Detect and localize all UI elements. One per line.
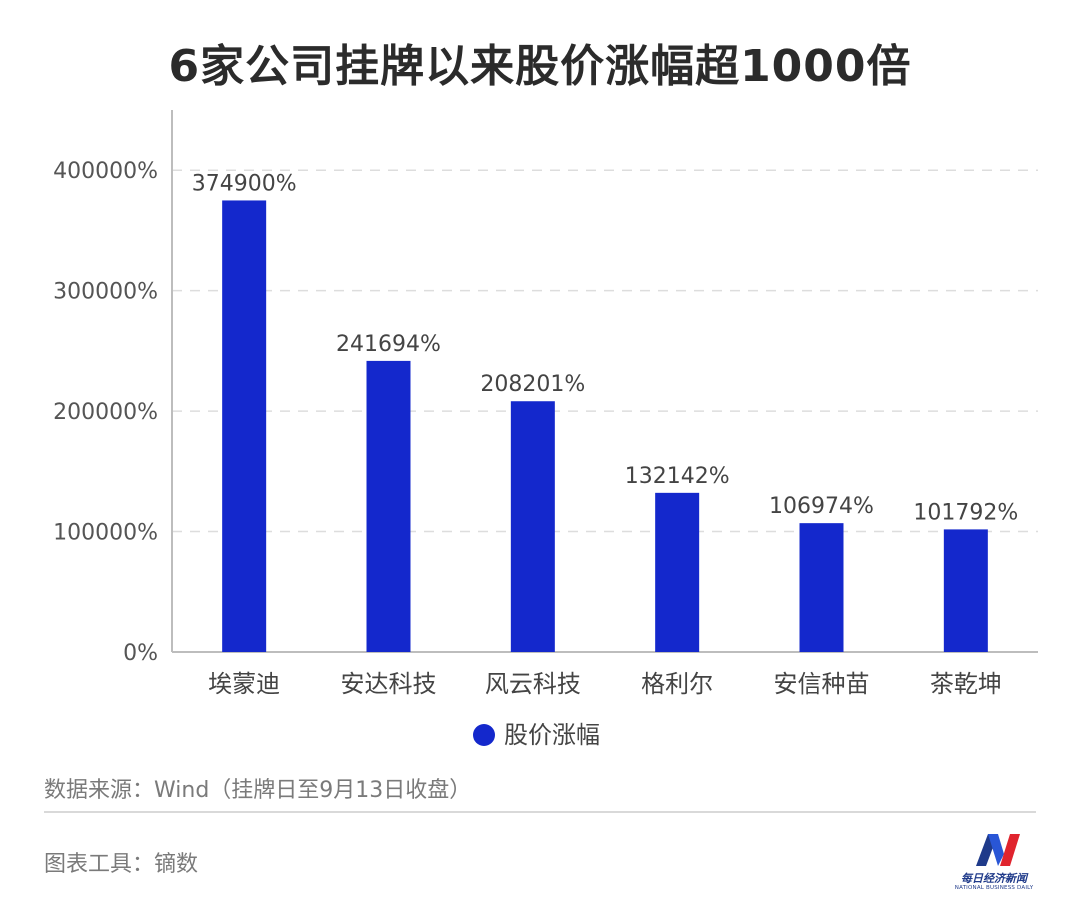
data-source-note: 数据来源：Wind（挂牌日至9月13日收盘） <box>44 778 472 803</box>
bar <box>943 529 988 652</box>
y-tick-label: 200000% <box>53 400 158 425</box>
data-label: 101792% <box>913 500 1018 525</box>
footer-divider <box>44 811 1036 813</box>
data-label: 106974% <box>769 494 874 519</box>
publisher-logo-icon <box>976 834 1020 866</box>
chart-tool-note: 图表工具：镝数 <box>44 852 199 877</box>
data-label: 241694% <box>336 332 441 357</box>
bar <box>366 360 411 652</box>
bar <box>799 523 844 652</box>
legend-marker <box>473 724 495 746</box>
x-tick-label: 安信种苗 <box>774 670 870 698</box>
y-tick-label: 300000% <box>53 280 158 305</box>
bar <box>222 200 267 652</box>
x-tick-label: 茶乾坤 <box>930 670 1002 698</box>
publisher-logo-name: 每日经济新闻 <box>961 872 1027 885</box>
x-tick-label: 格利尔 <box>641 670 713 698</box>
bar <box>655 492 700 652</box>
x-tick-label: 埃蒙迪 <box>208 670 280 698</box>
x-tick-label: 风云科技 <box>485 670 581 698</box>
y-tick-label: 0% <box>123 641 158 666</box>
y-tick-label: 100000% <box>53 521 158 546</box>
x-tick-label: 安达科技 <box>341 670 437 698</box>
publisher-logo: 每日经济新闻 NATIONAL BUSINESS DAILY <box>948 828 1040 894</box>
bar <box>510 401 555 652</box>
data-label: 132142% <box>625 464 730 489</box>
legend-label: 股价涨幅 <box>504 721 600 749</box>
data-label: 374900% <box>192 171 297 196</box>
publisher-logo-name-en: NATIONAL BUSINESS DAILY <box>954 885 1034 891</box>
chart-title: 6家公司挂牌以来股价涨幅超1000倍 <box>168 41 912 92</box>
y-tick-label: 400000% <box>53 159 158 184</box>
data-label: 208201% <box>480 372 585 397</box>
